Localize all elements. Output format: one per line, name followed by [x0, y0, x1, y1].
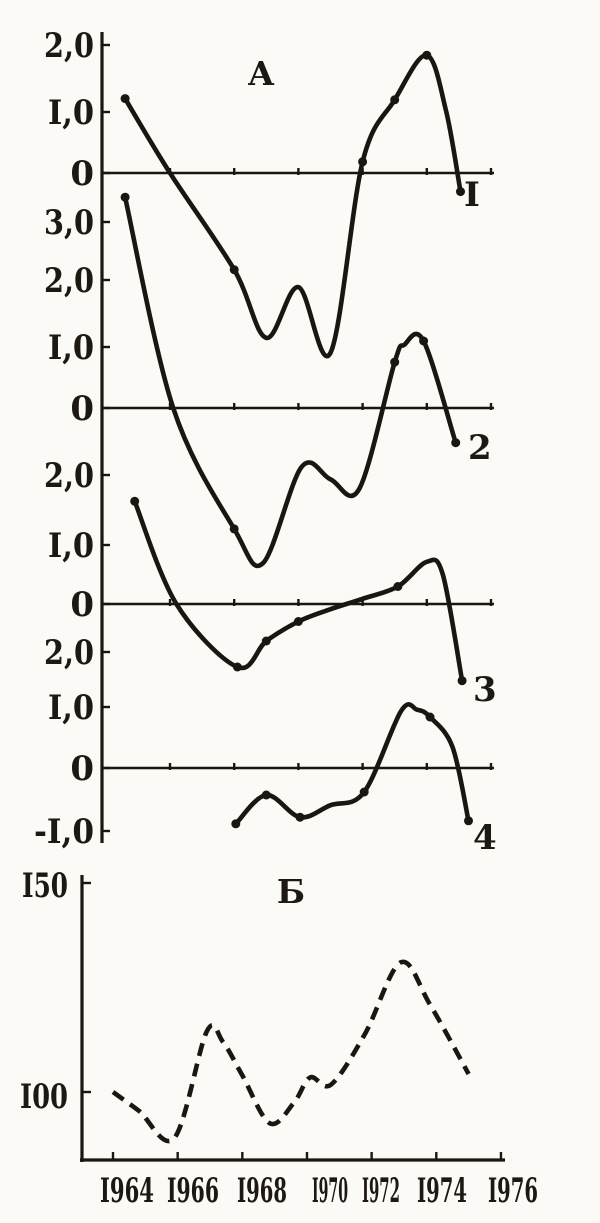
data-point-dot: [293, 617, 303, 626]
x-axis-year-label: I976: [488, 1171, 538, 1211]
y-axis-label: I,0: [48, 93, 94, 133]
y-axis-label: I50: [22, 866, 68, 906]
data-point-dot: [419, 336, 429, 346]
x-axis-year-label: I968: [237, 1171, 287, 1211]
data-point-dot: [390, 357, 400, 367]
y-axis-label: 0: [70, 389, 94, 429]
data-point-dot: [456, 187, 465, 197]
panel-a-curves: [120, 50, 473, 829]
data-point-dot: [358, 157, 368, 167]
curve-4: [233, 702, 471, 827]
y-axis-label: 0: [70, 749, 94, 789]
y-axis-label: 2,0: [44, 633, 94, 673]
x-axis-year-label: I972: [362, 1171, 400, 1211]
x-axis-year-label: I964: [100, 1171, 154, 1211]
y-axis-label: I,0: [48, 526, 94, 566]
data-point-dot: [464, 816, 473, 826]
data-point-dot: [451, 438, 461, 448]
y-axis-label: 0: [70, 585, 94, 625]
panel-b-axes: [80, 875, 505, 1162]
data-point-dot: [120, 192, 130, 202]
panel-a-labels: 2,0 I,0 0 I 3,0 2,0 I,0 0 2 2,0 I,0 0 3 2,0 I,0 0 -I,0 4: [34, 26, 497, 858]
dashed-index-curve: [111, 959, 471, 1144]
data-point-dot: [393, 582, 403, 591]
data-point-dot: [229, 524, 239, 534]
curve-2: [122, 194, 458, 568]
curve-label-3: 3: [473, 670, 497, 710]
panel-b-labels: I50 I00 I964 I966 I968 I970 I972 I974 I976: [20, 866, 538, 1211]
data-point-dot: [261, 636, 271, 646]
data-point-dot: [130, 496, 140, 506]
y-axis-label: 3,0: [44, 203, 94, 243]
y-axis-label: I,0: [48, 328, 94, 368]
curve-label-I: I: [464, 175, 480, 215]
curve-label-2: 2: [468, 428, 492, 468]
x-axis-year-label: I974: [417, 1171, 467, 1211]
curve-label-4: 4: [473, 818, 497, 858]
x-axis-year-label: I966: [167, 1171, 219, 1211]
data-point-dot: [295, 812, 305, 822]
curve-I: [122, 52, 463, 359]
panel-b-title: Б: [277, 872, 305, 911]
curve-3: [132, 499, 465, 683]
y-axis-label: 0: [70, 154, 94, 194]
y-axis-label: 2,0: [44, 456, 94, 496]
x-axis-year-label: I970: [312, 1171, 348, 1211]
y-axis-label: 2,0: [44, 26, 94, 66]
data-point-dot: [390, 95, 400, 105]
panel-a-title: A: [247, 54, 274, 93]
data-point-dot: [229, 265, 239, 275]
data-point-dot: [231, 819, 241, 829]
data-point-dot: [232, 662, 242, 672]
data-point-dot: [422, 50, 432, 60]
y-axis-label: I00: [20, 1077, 68, 1117]
data-point-dot: [425, 712, 435, 722]
panel-b: I50 I00 I964 I966 I968 I970 I972 I974 I976 Б: [20, 866, 538, 1211]
data-point-dot: [261, 790, 271, 800]
y-axis-label: -I,0: [34, 812, 94, 852]
y-axis-label: I,0: [48, 688, 94, 728]
y-axis-label: 2,0: [44, 261, 94, 301]
data-point-dot: [120, 94, 130, 104]
data-point-dot: [457, 676, 467, 686]
panel-b-curve: [111, 959, 471, 1144]
data-point-dot: [359, 787, 369, 797]
